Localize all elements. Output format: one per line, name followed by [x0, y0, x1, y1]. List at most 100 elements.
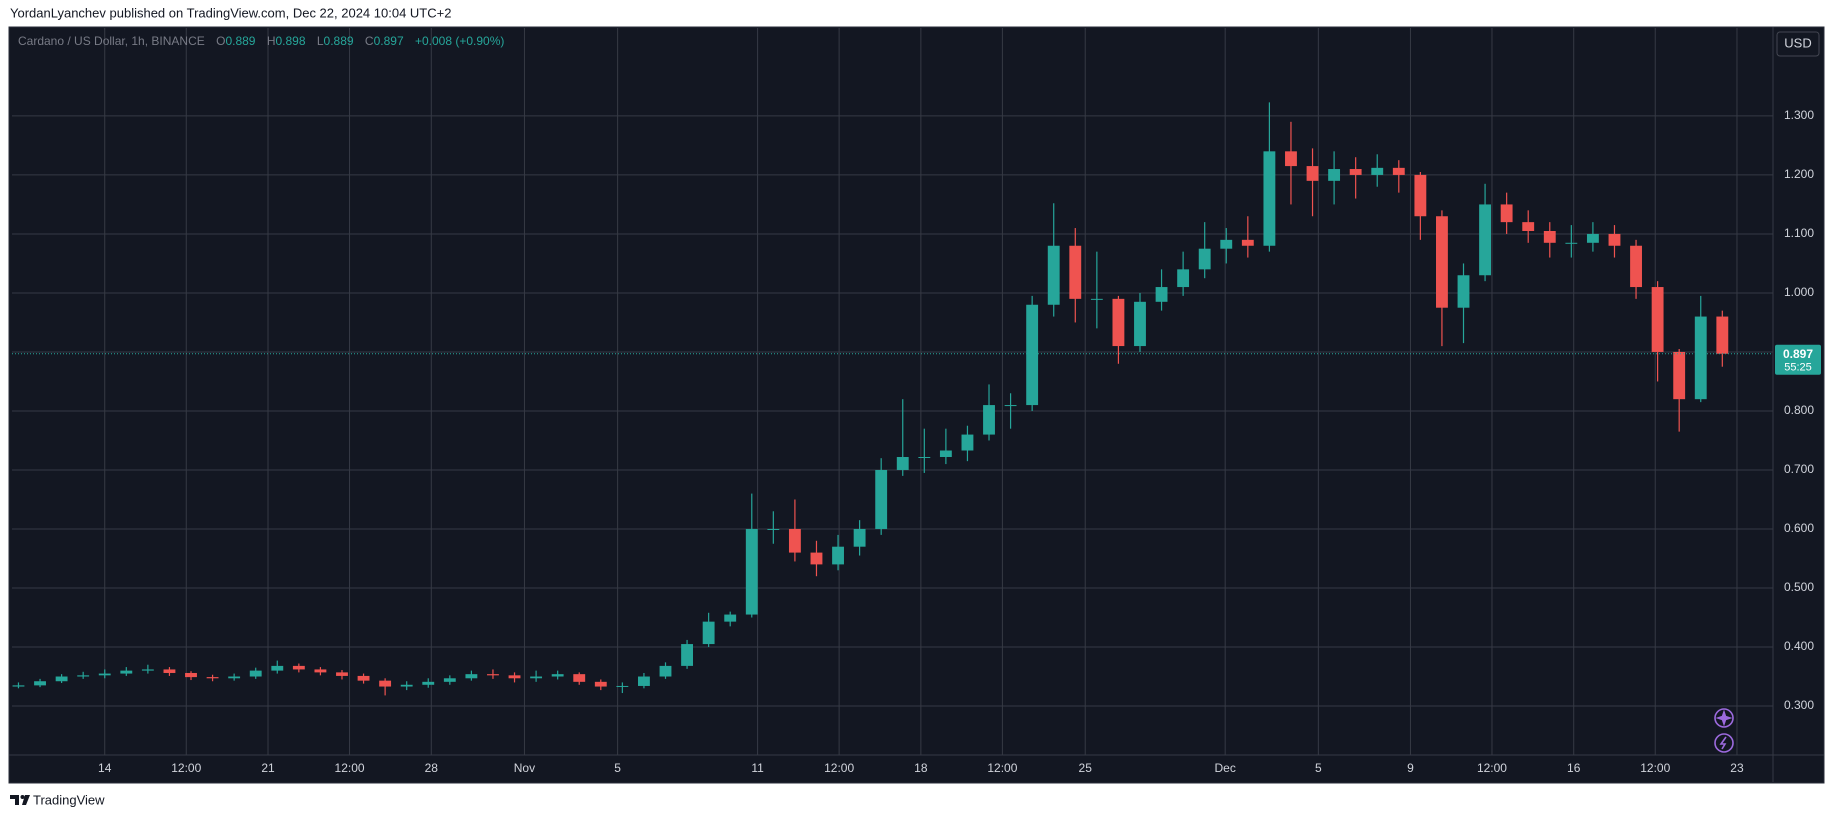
candle-body — [1177, 269, 1190, 288]
candle-body — [638, 676, 650, 686]
x-axis: 14 12:00 21 12:00 28 Nov 5 11 12:00 18 12:00 25 Dec 5… — [98, 761, 1744, 775]
candle-body — [896, 457, 909, 470]
candles — [12, 102, 1773, 696]
candle-body — [983, 405, 995, 435]
y-tick-label: 1.000 — [1784, 285, 1814, 299]
candle-body — [853, 528, 866, 547]
candle-body — [1500, 204, 1513, 223]
candle-body — [77, 675, 90, 677]
candle-body — [12, 685, 25, 687]
x-tick-label: 21 — [261, 761, 275, 775]
candle-body — [1694, 316, 1707, 400]
legend-o: 0.889 — [225, 34, 255, 48]
x-tick-label: 12:00 — [1477, 761, 1507, 775]
candle-body — [1392, 167, 1405, 175]
candle-body — [832, 546, 844, 565]
candle-body — [379, 680, 392, 687]
candle-body — [508, 675, 521, 679]
candle-body — [228, 676, 241, 679]
candle-body — [551, 674, 564, 677]
footer: TradingView — [33, 792, 105, 807]
x-tick-label: 14 — [98, 761, 112, 775]
candle-body — [34, 681, 46, 686]
chart-panel — [8, 26, 1825, 784]
candle-body — [55, 676, 68, 682]
icon-circle[interactable] — [1714, 708, 1734, 728]
side-icons[interactable] — [1714, 708, 1734, 753]
x-tick-label: 11 — [751, 761, 764, 775]
candle-body — [1112, 298, 1125, 347]
candle-body — [487, 674, 499, 676]
x-tick-label: 9 — [1407, 761, 1414, 775]
candle-body — [400, 684, 413, 687]
legend-h-label: H — [267, 34, 276, 48]
x-tick-label: 12:00 — [987, 761, 1017, 775]
candle-body — [1134, 301, 1146, 347]
candle-body — [292, 665, 305, 670]
candle-body — [422, 681, 435, 685]
candle-body — [745, 528, 758, 615]
candle-body — [724, 614, 737, 622]
candle-body — [163, 669, 176, 673]
y-tick-label: 1.300 — [1784, 108, 1814, 122]
y-tick-label: 0.800 — [1784, 403, 1814, 417]
candle-body — [659, 665, 672, 677]
candle-body — [530, 676, 543, 679]
candle-body — [594, 681, 607, 687]
candle-body — [1436, 216, 1448, 308]
candle-body — [767, 528, 780, 530]
icon-sparkle[interactable] — [1715, 709, 1733, 727]
candle-body — [1090, 298, 1103, 300]
x-tick-label: 12:00 — [171, 761, 201, 775]
candle-body — [1630, 245, 1642, 288]
candle-body — [875, 469, 888, 529]
icon-circle[interactable] — [1714, 733, 1734, 753]
footer-logo — [10, 795, 30, 805]
x-tick-label: 16 — [1567, 761, 1581, 775]
header: YordanLyanchev published on TradingView.… — [10, 5, 451, 20]
candle-body — [1263, 151, 1276, 246]
last-price-label: 0.897 — [1783, 347, 1813, 361]
candle-body — [314, 669, 327, 673]
candle-body — [1716, 316, 1729, 354]
candle-body — [573, 674, 586, 682]
logo-dot — [20, 795, 25, 799]
y-tick-label: 0.500 — [1784, 580, 1814, 594]
candle-body — [1543, 230, 1556, 243]
logo-shape — [10, 795, 19, 805]
currency-button[interactable] — [1776, 31, 1820, 57]
countdown: 55:25 — [1784, 362, 1812, 374]
candle-body — [1349, 169, 1362, 175]
candle-body — [1285, 151, 1297, 167]
candle-body — [271, 665, 284, 671]
legend-change: +0.008 (+0.90%) — [415, 34, 504, 48]
icon-bolt[interactable] — [1719, 736, 1727, 750]
x-tick-label: Nov — [514, 761, 535, 775]
legend: Cardano / US Dollar, 1h, BINANCE O0.889 … — [18, 34, 504, 48]
x-tick-label: 5 — [1315, 761, 1322, 775]
candle-body — [616, 685, 629, 687]
candle-body — [681, 644, 693, 666]
candle-body — [1586, 233, 1599, 243]
candle-body — [443, 678, 456, 682]
x-tick-label: 25 — [1079, 761, 1093, 775]
candle-body — [1198, 248, 1211, 270]
candle-body — [1608, 233, 1621, 246]
candle-body — [918, 457, 931, 459]
x-tick-label: 18 — [914, 761, 928, 775]
y-tick-label: 1.200 — [1784, 167, 1814, 181]
x-tick-label: 5 — [614, 761, 621, 775]
candle-body — [1026, 304, 1039, 406]
candle-body — [1673, 351, 1686, 400]
candle-body — [1155, 287, 1168, 302]
candle-body — [1047, 245, 1060, 305]
x-tick-label: 28 — [425, 761, 439, 775]
x-tick-label: 12:00 — [1640, 761, 1670, 775]
candle-body — [1479, 204, 1492, 276]
candle-body — [249, 670, 262, 677]
currency-label[interactable]: USD — [1784, 35, 1811, 50]
candle-body — [1069, 245, 1082, 299]
candle-body — [961, 434, 974, 451]
